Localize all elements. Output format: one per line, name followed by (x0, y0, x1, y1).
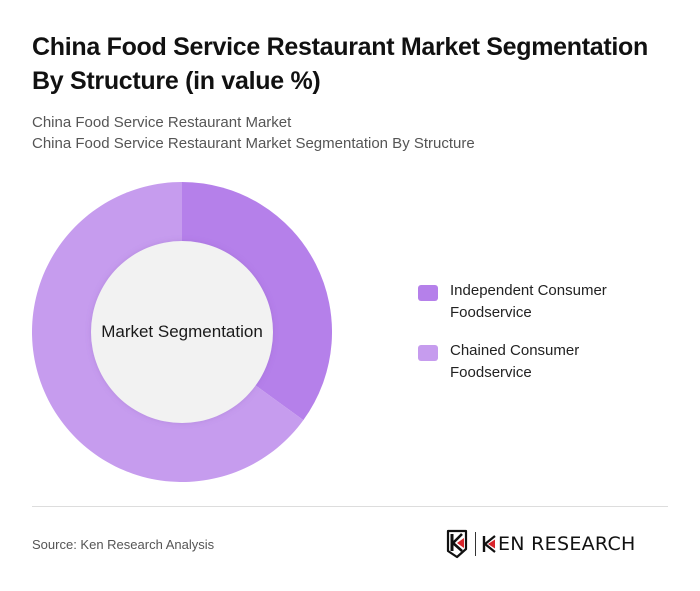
logo-divider (475, 532, 476, 556)
ken-research-logo: EN RESEARCH (446, 529, 636, 559)
legend-swatch-chained (418, 345, 438, 361)
subtitle: China Food Service Restaurant Market Chi… (32, 112, 475, 154)
legend-item-chained[interactable]: Chained Consumer Foodservice (418, 340, 630, 384)
donut-hole (91, 241, 273, 423)
footer-divider (32, 506, 668, 507)
ken-k-icon (482, 535, 496, 553)
legend-swatch-independent (418, 285, 438, 301)
source-note: Source: Ken Research Analysis (32, 537, 215, 552)
page-title: China Food Service Restaurant Market Seg… (32, 33, 649, 95)
ken-shield-icon (446, 529, 468, 559)
legend-label-independent: Independent Consumer Foodservice (450, 282, 607, 321)
donut-svg (32, 182, 332, 482)
donut-chart: Market Segmentation (32, 182, 332, 482)
legend: Independent Consumer Foodservice Chained… (418, 280, 630, 400)
subtitle-market: China Food Service Restaurant Market (32, 114, 292, 131)
logo-text: EN RESEARCH (498, 532, 636, 555)
subtitle-segmentation: China Food Service Restaurant Market Seg… (32, 135, 475, 152)
legend-label-chained: Chained Consumer Foodservice (450, 342, 580, 381)
legend-item-independent[interactable]: Independent Consumer Foodservice (418, 280, 630, 324)
